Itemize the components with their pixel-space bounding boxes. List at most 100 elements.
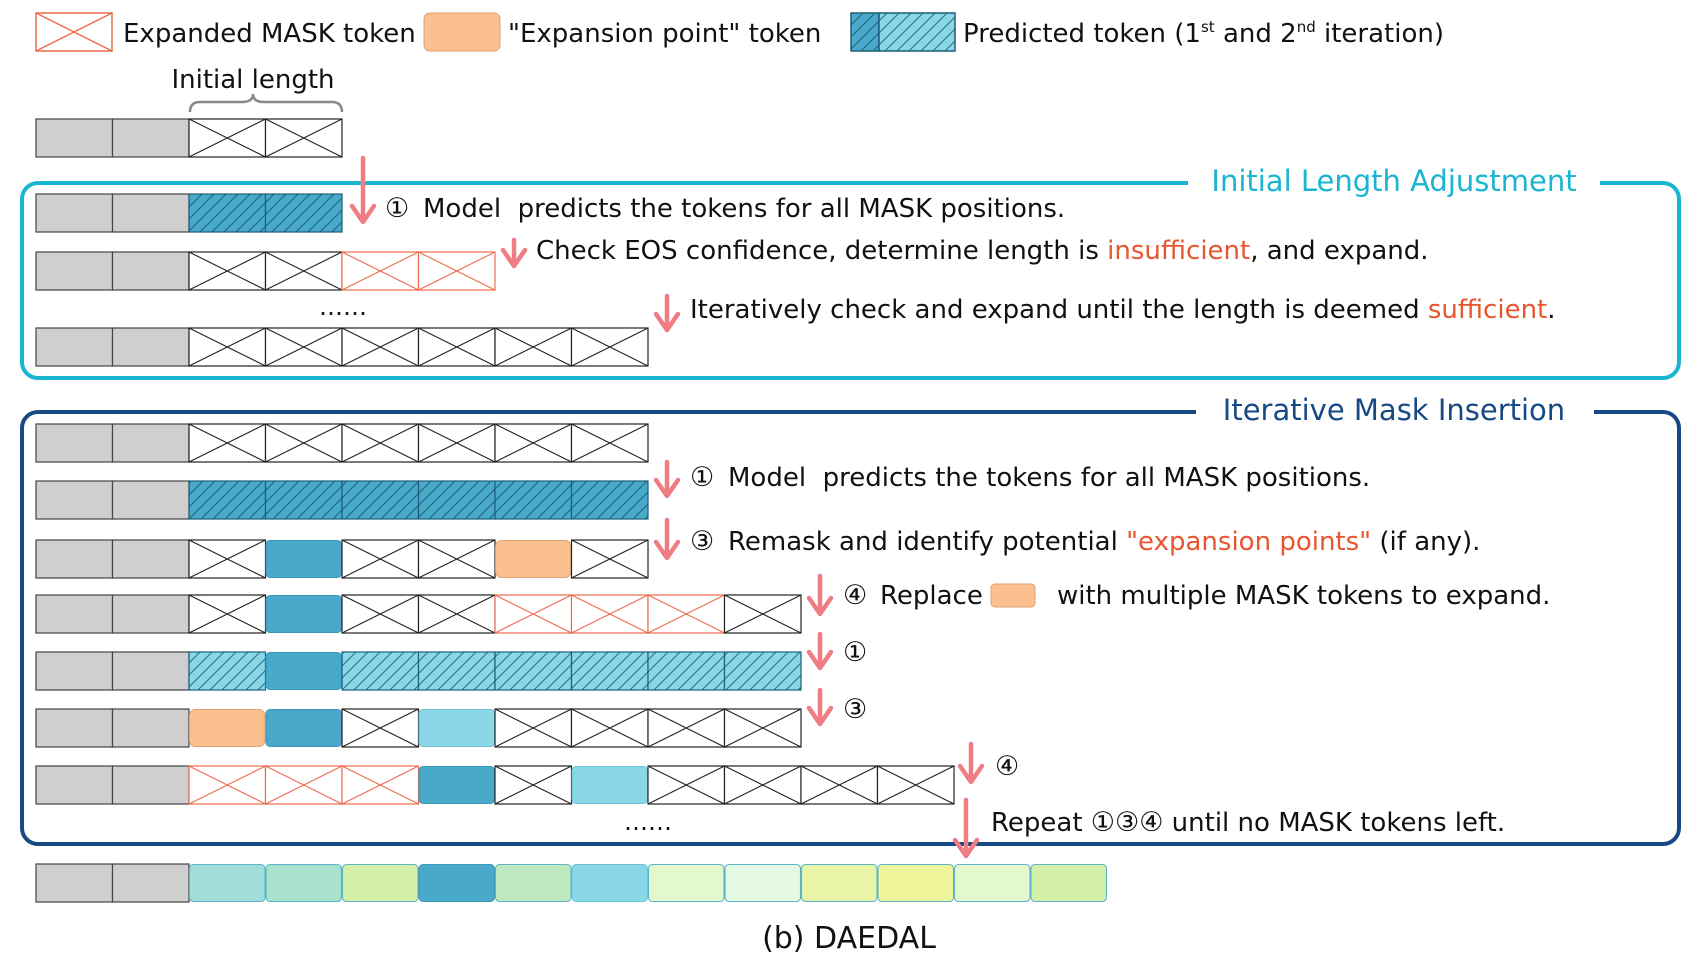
s2-step3-post: with multiple MASK tokens to expand.: [1057, 581, 1550, 611]
s2-step2-text: Remask and identify potential "expansion…: [728, 527, 1480, 557]
prompt-token: [111, 118, 190, 158]
prompt-token: [35, 327, 114, 367]
final-token: [188, 863, 266, 903]
predicted-token-dark: [265, 540, 342, 578]
hatched-predicted-dark-token: [264, 480, 343, 520]
mask-token: [494, 708, 573, 748]
s2-step3-pre: Replace: [880, 581, 983, 611]
legend-expansion-point-label: "Expansion point" token: [508, 19, 821, 49]
prompt-token: [35, 594, 114, 634]
s2-step5-num: ③: [843, 694, 867, 725]
token-row: [35, 765, 955, 805]
initial-length-adjustment-box: [20, 181, 1681, 380]
mask-token: [188, 423, 267, 463]
final-token: [877, 863, 955, 903]
token-row: [35, 863, 1108, 903]
prompt-token: [111, 594, 190, 634]
s1-step3: Iteratively check and expand until the l…: [690, 295, 1556, 325]
section2-title: Iterative Mask Insertion: [1223, 393, 1565, 427]
initial-length-label: Initial length: [171, 65, 334, 95]
legend-predicted-label: Predicted token (1st and 2nd iteration): [963, 18, 1444, 49]
token-row: [35, 118, 343, 158]
final-token: [724, 863, 802, 903]
mask-token: [800, 765, 879, 805]
prompt-token: [111, 539, 190, 579]
prompt-token: [111, 423, 190, 463]
s1-step3-pre: Iteratively check and expand until the l…: [690, 295, 1428, 325]
expanded-mask-token: [341, 251, 420, 291]
hatched-predicted-dark-token: [188, 193, 267, 233]
mask-token: [188, 594, 267, 634]
legend-expansion-point-swatch: [423, 12, 501, 52]
s2-step7-nums: ①③④: [1091, 807, 1164, 838]
legend-expanded-mask-swatch: [35, 12, 113, 52]
s2-ellipsis: ……: [624, 808, 672, 836]
down-arrow: [653, 459, 681, 499]
token-row: [35, 594, 802, 634]
prompt-token: [35, 251, 114, 291]
prompt-token: [111, 193, 190, 233]
hatched-predicted-light-token: [570, 651, 649, 691]
legend-expanded-mask-label: Expanded MASK token: [123, 19, 416, 49]
mask-token: [188, 327, 267, 367]
s1-step3-highlight: sufficient: [1428, 295, 1547, 325]
expanded-mask-token: [188, 765, 267, 805]
s2-step3-num: ④: [843, 580, 867, 611]
s2-step4-num: ①: [843, 637, 867, 668]
down-arrow: [653, 517, 681, 561]
mask-token: [188, 539, 267, 579]
mask-token: [264, 251, 343, 291]
token-row: [35, 480, 649, 520]
hatched-predicted-light-token: [647, 651, 726, 691]
token-row: [35, 327, 649, 367]
token-row: [35, 708, 802, 748]
s2-step2: ③ Remask and identify potential "expansi…: [690, 526, 1480, 557]
predicted-token-light: [418, 709, 495, 747]
prompt-token: [35, 651, 114, 691]
hatched-predicted-dark-token: [188, 480, 267, 520]
s1-ellipsis: ……: [319, 293, 367, 321]
mask-token: [264, 423, 343, 463]
legend: Expanded MASK token "Expansion point" to…: [35, 12, 1444, 52]
final-token: [800, 863, 878, 903]
s2-step6-num: ④: [995, 751, 1019, 782]
s1-step2: Check EOS confidence, determine length i…: [536, 236, 1429, 266]
hatched-predicted-dark-token: [264, 193, 343, 233]
s2-step2-num: ③: [690, 526, 714, 557]
prompt-token: [35, 708, 114, 748]
predicted-token-light: [571, 864, 648, 902]
hatched-predicted-light-token: [723, 651, 802, 691]
prompt-token: [111, 251, 190, 291]
section1-title-gap: [1188, 170, 1600, 196]
mask-token: [341, 423, 420, 463]
s2-step7: Repeat ①③④ until no MASK tokens left.: [991, 807, 1505, 838]
s1-step1-num: ①: [385, 193, 409, 224]
mask-token: [188, 118, 267, 158]
final-token: [1030, 863, 1108, 903]
mask-token: [341, 539, 420, 579]
prompt-token: [35, 193, 114, 233]
final-token: [341, 863, 419, 903]
mask-token: [570, 423, 649, 463]
mask-token: [494, 765, 573, 805]
token-row: [35, 251, 496, 291]
mask-token: [417, 539, 496, 579]
mask-token: [341, 708, 420, 748]
s2-step3: ④ Replace with multiple MASK tokens to e…: [843, 580, 1550, 611]
s2-step2-highlight: "expansion points": [1126, 527, 1371, 557]
expanded-mask-token: [264, 765, 343, 805]
final-token: [494, 863, 572, 903]
s2-step7-pre: Repeat: [991, 808, 1091, 838]
hatched-predicted-dark-token: [570, 480, 649, 520]
mask-token: [723, 594, 802, 634]
s2-step7-post: until no MASK tokens left.: [1163, 808, 1505, 838]
expanded-mask-token: [647, 594, 726, 634]
down-arrow: [806, 631, 834, 671]
mask-token: [570, 539, 649, 579]
down-arrow: [806, 573, 834, 617]
mask-token: [417, 423, 496, 463]
down-arrow: [806, 687, 834, 727]
prompt-token: [35, 118, 114, 158]
s1-step2-highlight: insufficient: [1107, 236, 1250, 266]
